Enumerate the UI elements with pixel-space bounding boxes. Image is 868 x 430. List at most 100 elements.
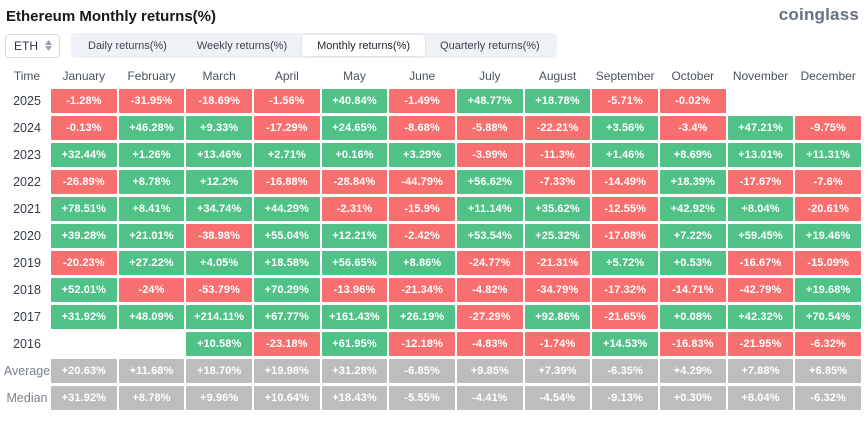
return-cell: +42.92%	[659, 197, 726, 221]
return-cell: +4.05%	[186, 251, 252, 275]
return-cell: -6.85%	[389, 359, 455, 383]
return-cell: -13.96%	[321, 278, 388, 302]
return-cell: +0.08%	[659, 305, 726, 329]
column-header-october: October	[671, 68, 715, 83]
return-cell	[119, 332, 185, 356]
return-cell: -42.79%	[727, 278, 794, 302]
return-cell: +8.78%	[118, 386, 185, 410]
return-cell: -14.71%	[659, 278, 726, 302]
return-cell: +8.86%	[389, 251, 455, 275]
tab-weekly-returns[interactable]: Weekly returns(%)	[182, 35, 302, 56]
return-cell: +18.39%	[659, 170, 726, 194]
column-header-time: Time	[13, 68, 41, 83]
return-cell: +21.01%	[118, 224, 185, 248]
return-cell: +52.01%	[51, 278, 117, 302]
return-cell: -16.67%	[727, 251, 794, 275]
return-cell: -4.41%	[456, 386, 523, 410]
return-cell: +6.85%	[795, 359, 861, 383]
return-cell: -20.61%	[795, 197, 861, 221]
return-cell: -14.49%	[592, 170, 658, 194]
return-cell: +31.92%	[51, 386, 117, 410]
return-cell: +12.21%	[321, 224, 388, 248]
row-label-median: Median	[6, 391, 48, 405]
return-cell: -4.82%	[456, 278, 523, 302]
return-cell: +59.45%	[727, 224, 794, 248]
return-cell: -3.4%	[659, 116, 726, 140]
row-label-2022: 2022	[13, 175, 41, 189]
column-header-march: March	[202, 68, 236, 83]
return-cell: -1.74%	[524, 332, 591, 356]
return-cell: -31.95%	[118, 89, 185, 113]
return-cell: -21.34%	[389, 278, 455, 302]
symbol-select[interactable]: ETH	[5, 33, 60, 58]
return-cell: +12.2%	[186, 170, 252, 194]
return-cell: +0.16%	[321, 143, 388, 167]
return-cell: -6.35%	[592, 359, 658, 383]
return-cell: +53.54%	[456, 224, 523, 248]
return-cell: -1.28%	[51, 89, 117, 113]
return-cell: +1.46%	[592, 143, 658, 167]
return-cell: +40.84%	[321, 89, 388, 113]
return-cell: -24.77%	[456, 251, 523, 275]
returns-table: Time January February March April May June July…	[4, 65, 861, 410]
row-label-2025: 2025	[13, 94, 41, 108]
return-cell: +26.19%	[389, 305, 455, 329]
return-cell: -34.79%	[524, 278, 591, 302]
row-label-2020: 2020	[13, 229, 41, 243]
return-cell: +13.46%	[186, 143, 252, 167]
tab-daily-returns[interactable]: Daily returns(%)	[73, 35, 182, 56]
return-cell: -21.95%	[727, 332, 794, 356]
return-cell: -53.79%	[186, 278, 252, 302]
return-cell: -3.99%	[456, 143, 523, 167]
return-cell: -5.88%	[456, 116, 523, 140]
return-cell: -24%	[118, 278, 185, 302]
return-cell: -0.02%	[659, 89, 726, 113]
return-cell: +14.53%	[592, 332, 658, 356]
tab-quarterly-returns[interactable]: Quarterly returns(%)	[425, 35, 555, 56]
return-cell: +48.77%	[456, 89, 523, 113]
return-cell: -2.42%	[389, 224, 455, 248]
column-header-april: April	[274, 68, 299, 83]
return-cell: -6.32%	[795, 386, 861, 410]
return-cell: +4.29%	[659, 359, 726, 383]
return-cell: +8.04%	[727, 386, 794, 410]
return-cell: +11.68%	[118, 359, 185, 383]
coinglass-logo[interactable]: coinglass	[778, 5, 859, 24]
return-cell: +48.09%	[118, 305, 185, 329]
return-cell: +8.69%	[659, 143, 726, 167]
return-cell: +8.04%	[727, 197, 794, 221]
return-cell: -15.9%	[389, 197, 455, 221]
return-cell: -1.49%	[389, 89, 455, 113]
return-cell: -11.3%	[524, 143, 591, 167]
return-cell: +56.65%	[321, 251, 388, 275]
return-cell: +19.98%	[253, 359, 320, 383]
return-cell: +24.65%	[321, 116, 388, 140]
return-cell: +19.68%	[795, 278, 861, 302]
column-header-august: August	[538, 68, 577, 83]
return-cell: -9.75%	[795, 116, 861, 140]
column-header-january: January	[62, 68, 106, 83]
return-cell: +31.28%	[321, 359, 388, 383]
return-cell: -27.29%	[456, 305, 523, 329]
tab-monthly-returns[interactable]: Monthly returns(%)	[302, 35, 426, 56]
return-cell: -6.32%	[795, 332, 861, 356]
return-cell: -28.84%	[321, 170, 388, 194]
return-cell: +9.85%	[456, 359, 523, 383]
return-cell: -5.55%	[389, 386, 455, 410]
return-cell: -23.18%	[253, 332, 320, 356]
return-cell: -7.6%	[795, 170, 861, 194]
return-cell: -17.08%	[592, 224, 658, 248]
return-cell: +214.11%	[186, 305, 252, 329]
return-cell: -38.98%	[186, 224, 252, 248]
return-cell: +8.41%	[118, 197, 185, 221]
return-cell: +13.01%	[727, 143, 794, 167]
top-bar: Ethereum Monthly returns(%) coinglass	[5, 5, 861, 25]
return-cell: -17.32%	[592, 278, 658, 302]
return-cell: +7.22%	[659, 224, 726, 248]
return-cell: +55.04%	[253, 224, 320, 248]
row-label-2024: 2024	[13, 121, 41, 135]
return-cell: +56.62%	[456, 170, 523, 194]
row-label-2017: 2017	[13, 310, 41, 324]
return-cell: +27.22%	[118, 251, 185, 275]
column-header-february: February	[127, 68, 176, 83]
